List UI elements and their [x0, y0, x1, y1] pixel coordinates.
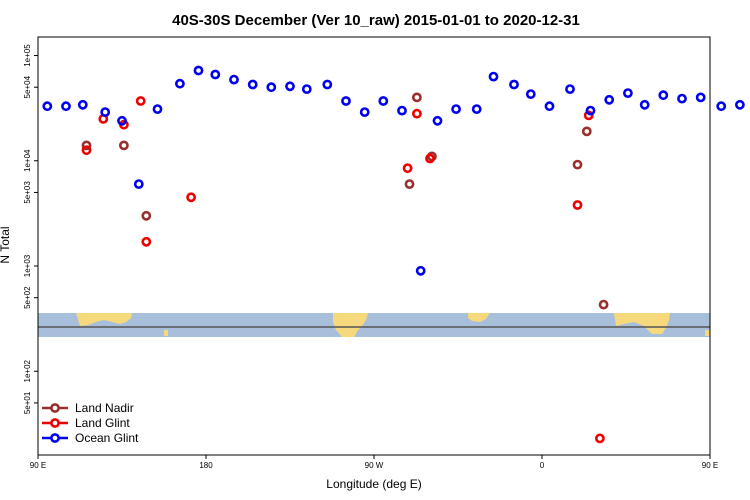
data-point: [639, 99, 650, 110]
data-point: [397, 105, 407, 116]
data-point: [141, 236, 152, 247]
y-tick-label: 1e+03: [23, 254, 32, 277]
data-point: [585, 105, 596, 116]
data-point: [42, 101, 53, 112]
data-point: [598, 299, 609, 310]
data-point: [425, 153, 435, 164]
data-point: [581, 126, 592, 137]
data-point: [658, 90, 669, 101]
y-tick-label: 5e+03: [23, 181, 32, 204]
y-axis: 5e+01 1e+02 5e+02 1e+03 5e+03 1e+04 5e+04 1e+05: [23, 44, 38, 414]
landmass-shape: [468, 313, 490, 322]
data-point: [595, 433, 605, 444]
data-point: [509, 79, 519, 90]
data-point: [565, 84, 575, 94]
data-point: [604, 94, 615, 105]
legend-marker: [50, 433, 60, 443]
ocean-band: [38, 313, 710, 337]
data-point: [133, 179, 144, 189]
data-point: [174, 78, 185, 89]
data-point: [341, 96, 351, 106]
y-tick-label: 1e+04: [23, 149, 32, 172]
x-axis-label: Longitude (deg E): [326, 477, 421, 491]
series-land-glint: [81, 96, 605, 444]
landmass-shape: [333, 313, 368, 337]
legend-marker: [50, 403, 60, 413]
data-point: [322, 79, 333, 90]
data-point: [432, 115, 443, 126]
data-point: [135, 96, 146, 106]
y-tick-label: 1e+02: [23, 359, 32, 382]
data-point: [378, 96, 389, 106]
data-point: [81, 140, 92, 151]
legend-label: Ocean Glint: [75, 431, 139, 445]
chart-title: 40S-30S December (Ver 10_raw) 2015-01-01…: [172, 12, 580, 29]
data-point: [186, 192, 196, 203]
landmass-shape: [705, 330, 710, 336]
data-point: [677, 93, 687, 104]
y-axis-label: N Total: [0, 226, 12, 263]
x-tick-label: 0: [540, 461, 545, 470]
data-point: [402, 163, 413, 174]
y-tick-label: 5e+01: [23, 391, 32, 414]
y-tick-label: 5e+02: [23, 286, 32, 309]
data-point: [117, 115, 127, 126]
data-point: [735, 99, 745, 110]
data-point: [572, 159, 583, 170]
data-point: [210, 69, 221, 80]
data-point: [411, 108, 422, 119]
data-point: [623, 88, 633, 98]
data-point: [229, 74, 239, 85]
landmass-shapes: [76, 313, 710, 337]
x-tick-label: 180: [199, 461, 213, 470]
data-point: [285, 81, 295, 92]
x-tick-label: 90 W: [365, 461, 384, 470]
data-point: [451, 104, 461, 114]
data-point: [152, 104, 163, 114]
y-tick-label: 5e+04: [23, 75, 32, 98]
data-point: [471, 104, 482, 114]
landmass-shape: [164, 330, 168, 336]
legend-marker: [50, 418, 60, 428]
y-tick-label: 1e+05: [23, 44, 32, 67]
data-point: [359, 107, 370, 117]
data-point: [100, 107, 111, 117]
data-point: [572, 200, 583, 210]
data-point: [716, 101, 727, 112]
series-ocean-glint: [42, 65, 745, 276]
data-point: [695, 92, 706, 103]
legend-label: Land Glint: [75, 416, 130, 430]
legend-label: Land Nadir: [75, 401, 134, 415]
landmass-shape: [614, 313, 670, 334]
data-point: [266, 82, 277, 93]
data-point: [193, 65, 204, 76]
legend-item: Ocean Glint: [42, 431, 139, 445]
data-point: [77, 99, 88, 110]
data-point: [415, 265, 426, 276]
data-point: [119, 140, 129, 151]
data-point: [544, 101, 555, 112]
legend-item: Land Glint: [42, 416, 130, 430]
x-tick-label: 90 E: [30, 461, 46, 470]
data-point: [488, 71, 499, 82]
legend-item: Land Nadir: [42, 401, 134, 415]
data-point: [301, 84, 312, 94]
data-point: [247, 79, 258, 90]
data-point: [525, 89, 536, 99]
data-point: [404, 179, 415, 189]
map-strip: [38, 313, 710, 337]
data-point: [141, 210, 152, 221]
data-point: [411, 92, 422, 103]
points-layer: [42, 65, 745, 444]
x-tick-label: 90 E: [702, 461, 718, 470]
data-point: [583, 110, 594, 121]
landmass-shape: [76, 313, 132, 326]
plot-frame: [37, 36, 711, 456]
data-point: [81, 145, 92, 156]
data-point: [61, 101, 71, 112]
